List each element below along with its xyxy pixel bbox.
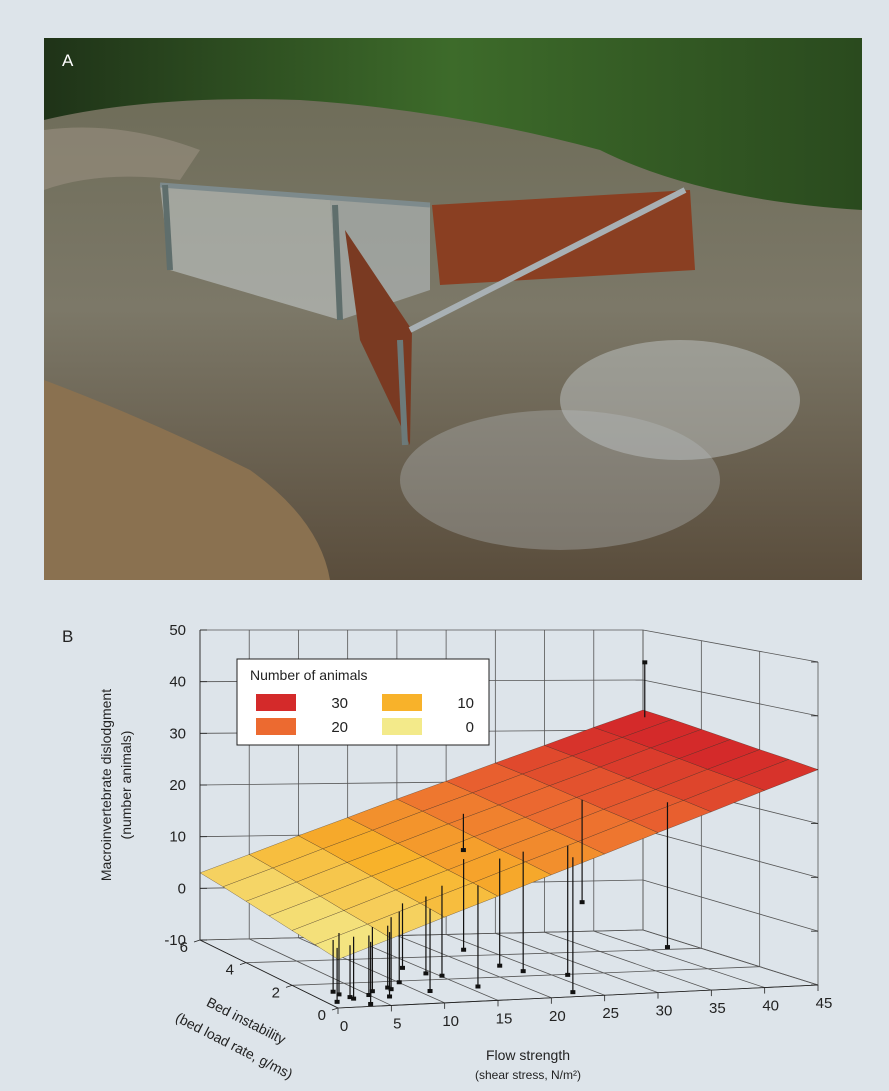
point [475, 984, 480, 988]
point [570, 990, 575, 994]
legend-title: Number of animals [250, 667, 368, 683]
point [397, 980, 402, 984]
z-tick-label: 0 [178, 880, 186, 897]
legend-label: 20 [331, 719, 348, 736]
panel-label: A [62, 51, 74, 70]
point [335, 1000, 340, 1004]
z-tick-label: 10 [169, 829, 186, 846]
point [565, 973, 570, 977]
photo: A [44, 38, 862, 580]
point [580, 900, 585, 904]
x-axis-label: (shear stress, N/m²) [475, 1068, 581, 1082]
x-axis-label: Flow strength [486, 1047, 570, 1063]
z-axis-label: (number animals) [118, 731, 134, 840]
point [665, 945, 670, 949]
z-tick-label: 50 [169, 622, 186, 639]
x-tick-label: 10 [442, 1013, 459, 1030]
point [368, 1002, 373, 1006]
z-tick-label: 40 [169, 674, 186, 691]
x-tick-label: 40 [762, 998, 779, 1015]
x-tick-label: 35 [709, 1000, 726, 1017]
z-axis-label: Macroinvertebrate dislodgment [98, 689, 114, 881]
point [428, 989, 433, 993]
z-tick-label: 30 [169, 725, 186, 742]
point [439, 974, 444, 978]
y-tick-label: 6 [180, 939, 188, 956]
point [521, 969, 526, 973]
point [461, 948, 466, 952]
point [423, 971, 428, 975]
legend-swatch [382, 718, 422, 735]
legend-label: 0 [466, 719, 474, 736]
y-tick-label: 2 [272, 984, 280, 1001]
y-tick-label: 4 [226, 962, 234, 979]
legend-swatch [382, 694, 422, 711]
x-tick-label: 45 [816, 995, 833, 1012]
point [461, 848, 466, 852]
page: A B -10010203040500510152025303540450246… [0, 0, 889, 1091]
figure: A B -10010203040500510152025303540450246… [0, 0, 889, 1086]
panel-label: B [62, 627, 73, 646]
x-tick-label: 0 [340, 1018, 348, 1035]
y-tick-label: 0 [318, 1007, 326, 1024]
point [348, 995, 353, 999]
point [331, 990, 336, 994]
point [387, 994, 392, 998]
x-tick-label: 20 [549, 1008, 566, 1025]
x-tick-label: 15 [496, 1010, 513, 1027]
legend-label: 30 [331, 695, 348, 712]
photo-reflection [400, 410, 720, 550]
x-tick-label: 5 [393, 1015, 401, 1032]
point [497, 964, 502, 968]
point [642, 660, 647, 664]
legend-swatch [256, 694, 296, 711]
legend-label: 10 [457, 695, 474, 712]
x-tick-label: 25 [602, 1005, 619, 1022]
point [400, 966, 405, 970]
legend-swatch [256, 718, 296, 735]
z-tick-label: 20 [169, 777, 186, 794]
x-tick-label: 30 [656, 1003, 673, 1020]
